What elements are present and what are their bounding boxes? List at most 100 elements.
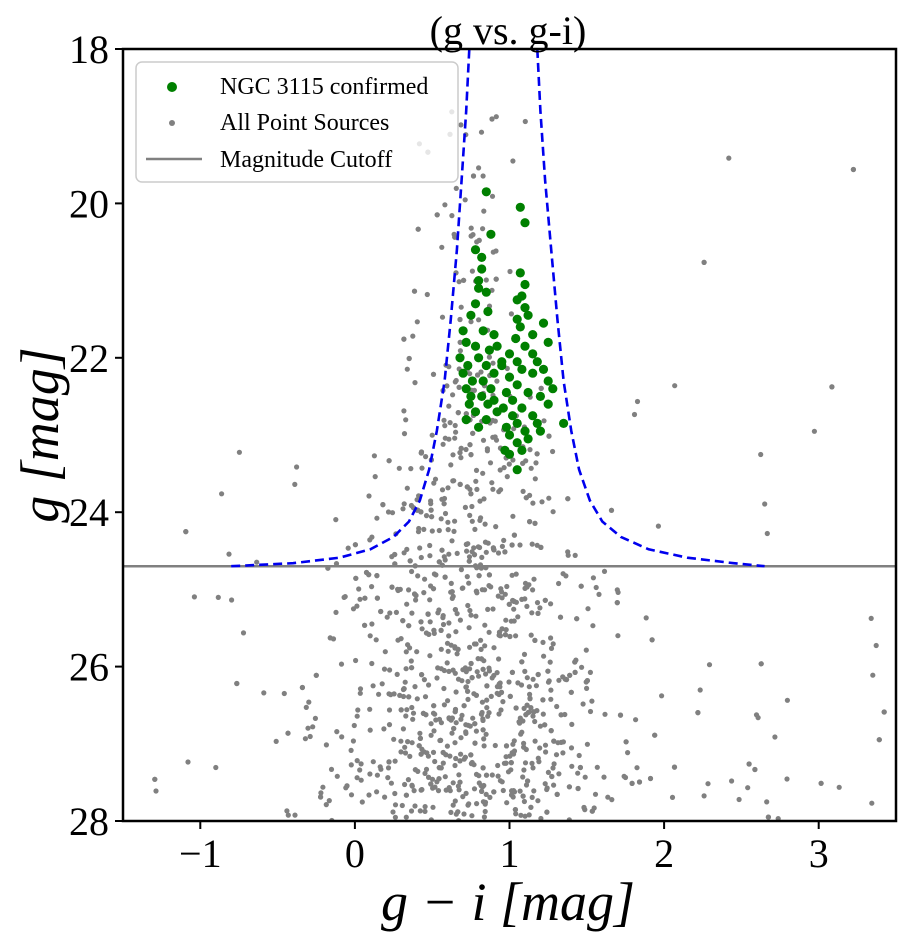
y-tick-label: 28 xyxy=(69,799,109,844)
source-point xyxy=(407,645,413,651)
source-point xyxy=(442,423,448,429)
source-point xyxy=(469,503,475,510)
source-point xyxy=(529,610,535,616)
source-point xyxy=(481,743,487,749)
source-point xyxy=(522,668,528,675)
source-point xyxy=(409,782,415,788)
source-point xyxy=(550,641,556,647)
source-point xyxy=(478,711,485,717)
source-point xyxy=(472,721,478,727)
source-point xyxy=(562,711,568,718)
source-point xyxy=(491,789,497,795)
source-point xyxy=(400,693,407,700)
source-point xyxy=(536,759,542,765)
source-point xyxy=(519,596,525,603)
confirmed-point xyxy=(470,299,481,309)
source-point xyxy=(449,595,455,602)
source-point xyxy=(366,792,372,798)
source-point xyxy=(354,758,360,764)
source-point xyxy=(517,788,523,794)
source-point xyxy=(487,460,494,466)
source-point xyxy=(438,737,444,744)
source-point xyxy=(392,814,398,820)
confirmed-point xyxy=(492,407,502,417)
confirmed-point xyxy=(532,418,542,428)
source-point xyxy=(450,667,456,673)
source-point xyxy=(394,671,400,678)
source-point xyxy=(473,728,479,734)
source-point xyxy=(528,705,534,711)
confirmed-point xyxy=(470,245,481,255)
source-point xyxy=(473,588,479,594)
source-point xyxy=(441,685,447,692)
source-point xyxy=(400,726,406,732)
source-point xyxy=(445,648,451,654)
source-point xyxy=(413,597,419,603)
source-point xyxy=(419,672,425,678)
source-point xyxy=(458,567,464,573)
source-point xyxy=(594,764,600,770)
source-point xyxy=(498,707,504,713)
source-point xyxy=(522,118,528,125)
source-point xyxy=(503,760,509,766)
source-point xyxy=(470,715,476,721)
source-point xyxy=(504,800,510,806)
confirmed-point xyxy=(559,418,569,428)
source-point xyxy=(811,428,818,434)
confirmed-point xyxy=(461,384,471,394)
source-point xyxy=(381,666,388,672)
source-point xyxy=(419,626,425,632)
source-point xyxy=(483,791,489,798)
y-axis-label: g [mag] xyxy=(10,347,70,523)
source-point xyxy=(352,542,358,548)
source-point xyxy=(487,794,493,801)
source-point xyxy=(418,751,424,757)
source-point xyxy=(428,781,434,787)
source-point xyxy=(404,366,410,372)
source-point xyxy=(451,528,457,535)
source-point xyxy=(441,702,447,708)
source-point xyxy=(427,653,433,659)
source-point xyxy=(395,637,401,643)
source-point xyxy=(406,623,412,629)
legend-label-confirmed: NGC 3115 confirmed xyxy=(220,74,428,100)
x-tick-label: 0 xyxy=(345,831,365,876)
source-point xyxy=(784,697,791,703)
source-point xyxy=(468,225,474,231)
confirmed-point xyxy=(507,411,518,421)
source-point xyxy=(515,680,521,686)
source-point xyxy=(306,699,312,705)
source-point xyxy=(432,784,438,790)
source-point xyxy=(445,485,451,491)
source-point xyxy=(460,794,466,800)
source-point xyxy=(369,621,375,627)
source-point xyxy=(406,355,412,362)
source-point xyxy=(452,740,458,746)
source-point xyxy=(494,684,500,690)
confirmed-point xyxy=(504,430,515,440)
source-point xyxy=(387,667,393,673)
source-point xyxy=(544,809,550,815)
source-point xyxy=(462,197,468,203)
source-point xyxy=(729,778,735,784)
confirmed-point xyxy=(466,310,476,320)
source-point xyxy=(562,676,568,682)
source-point xyxy=(386,759,392,765)
source-point xyxy=(870,672,876,678)
source-point xyxy=(480,470,486,476)
source-point xyxy=(502,591,508,597)
source-point xyxy=(445,519,451,525)
source-point xyxy=(587,708,594,715)
source-point xyxy=(353,575,359,581)
source-point xyxy=(448,462,454,468)
source-point xyxy=(385,765,392,771)
source-point xyxy=(429,514,435,520)
source-point xyxy=(414,319,420,325)
source-point xyxy=(522,585,528,592)
source-point xyxy=(463,790,469,797)
source-point xyxy=(411,288,418,294)
source-point xyxy=(376,691,382,697)
source-point xyxy=(486,665,492,671)
source-point xyxy=(458,455,464,461)
source-point xyxy=(614,600,620,606)
